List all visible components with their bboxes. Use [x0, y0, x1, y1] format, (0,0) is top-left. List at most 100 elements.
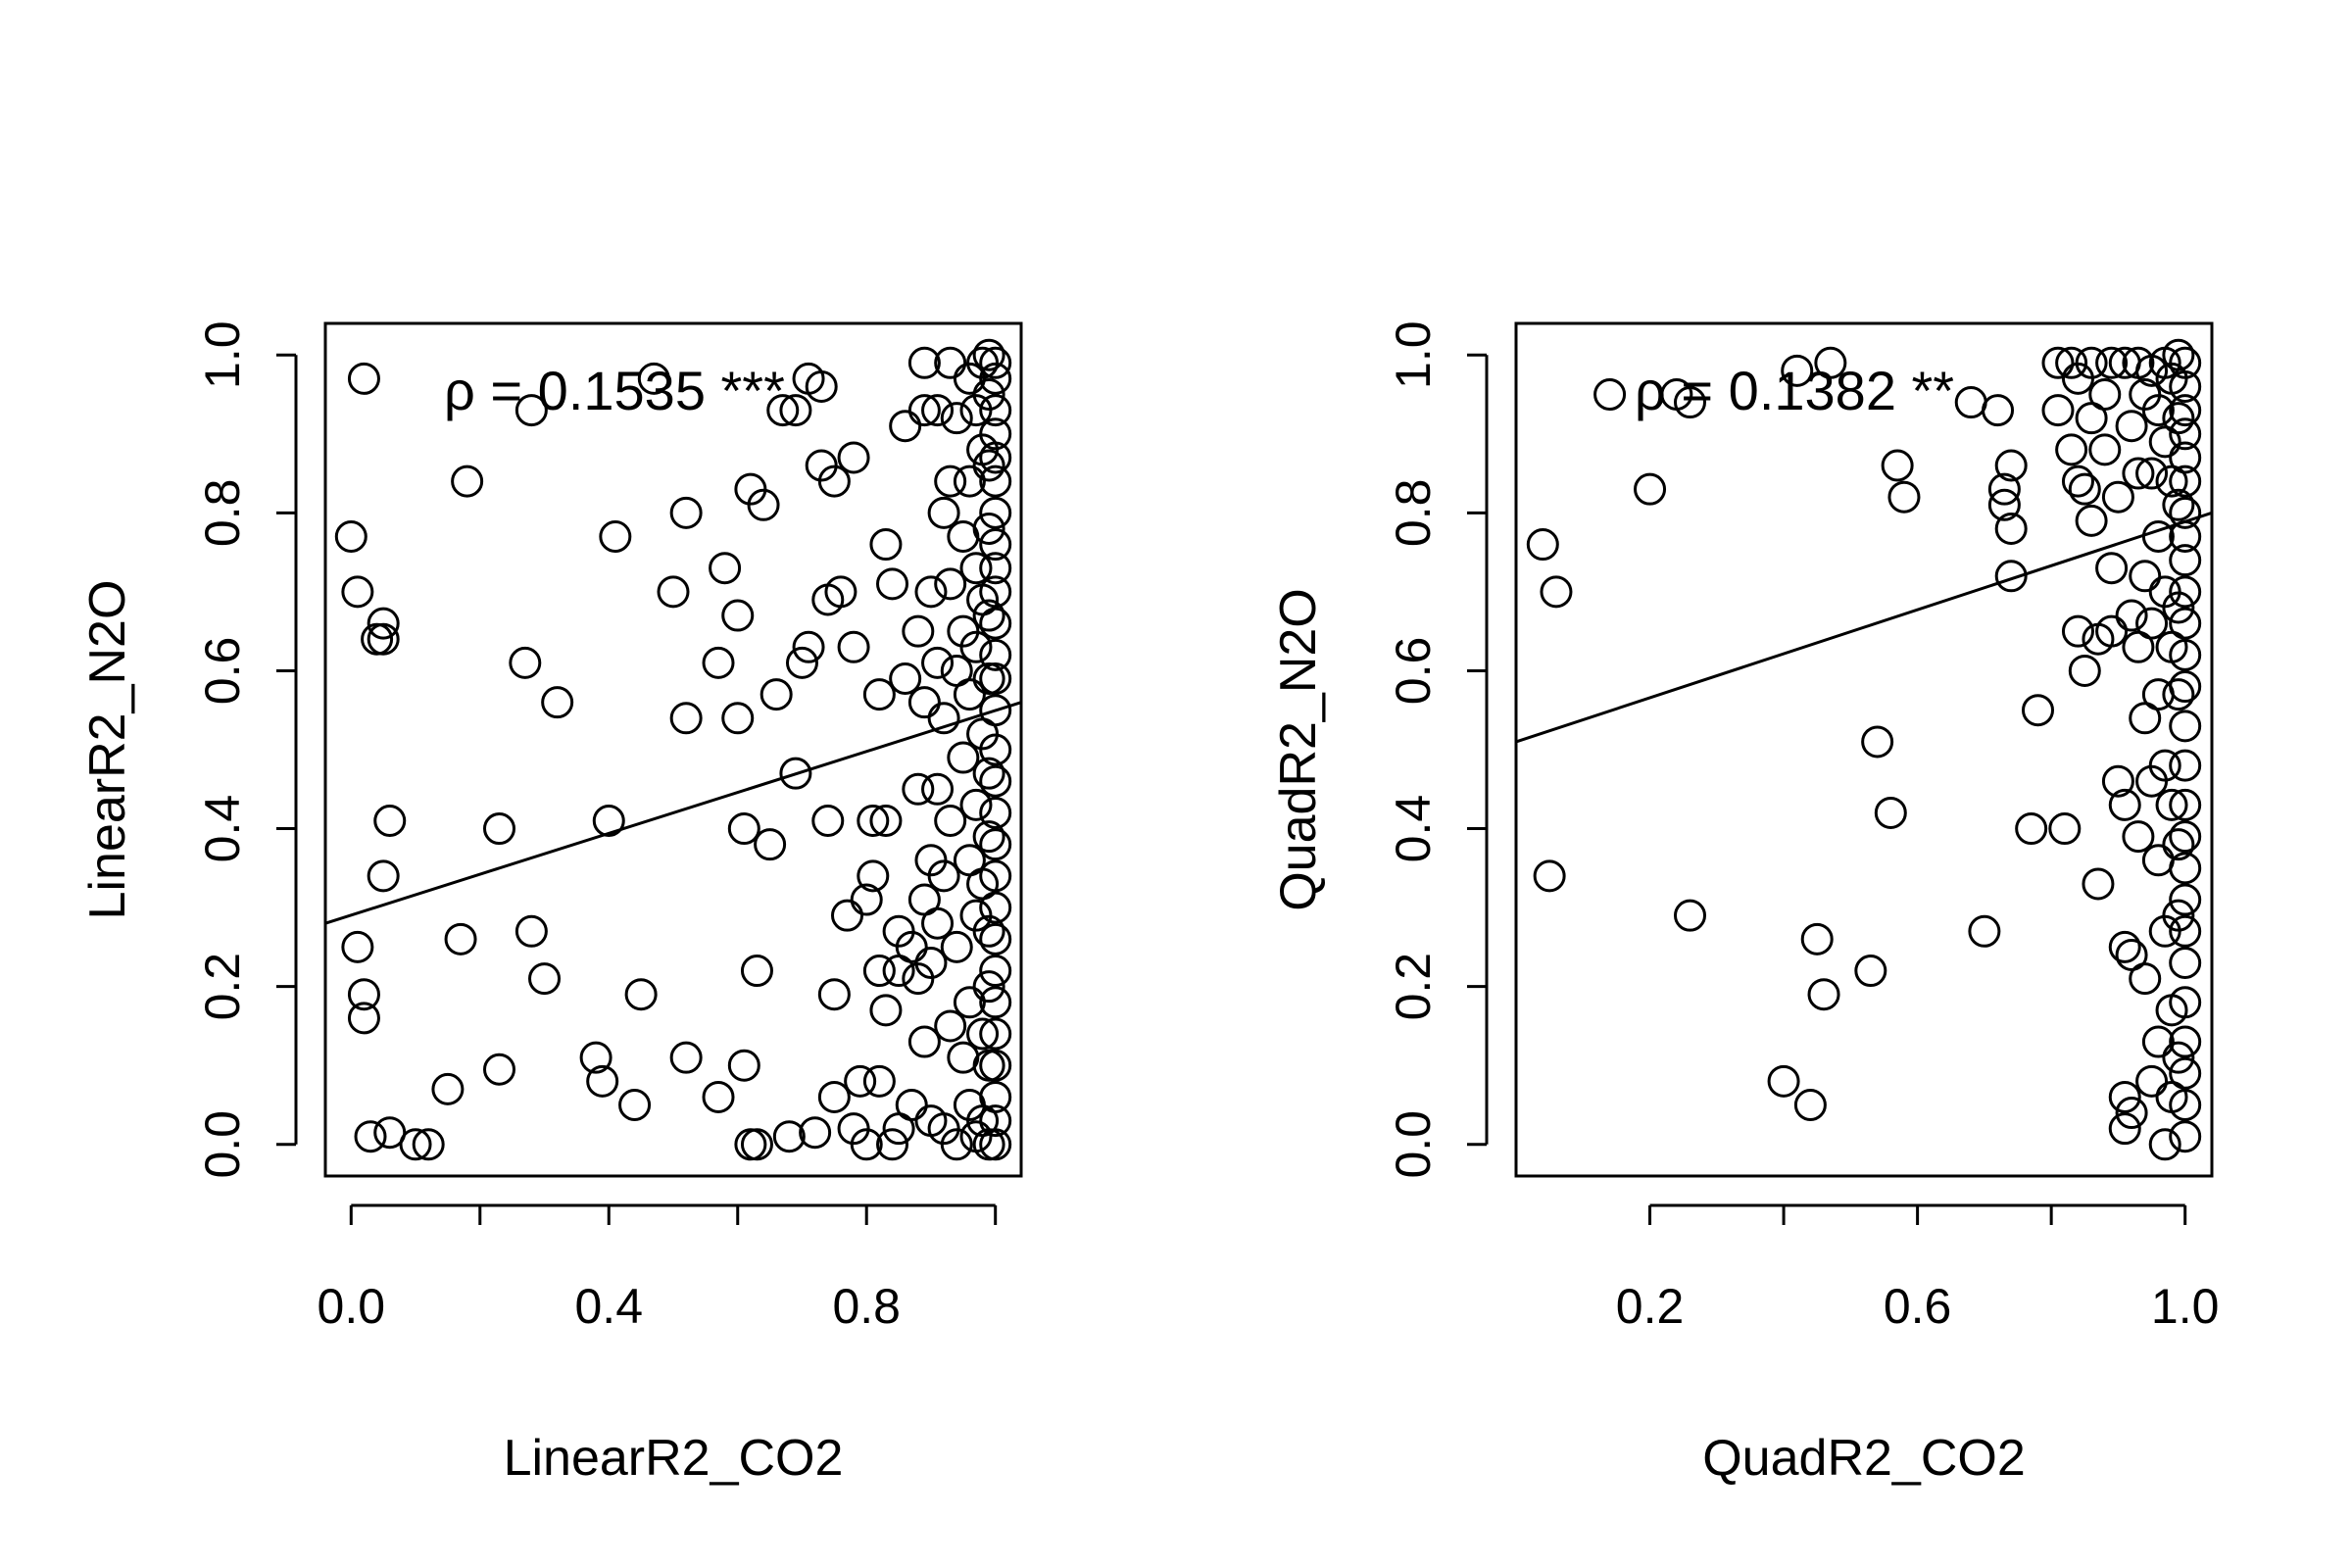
data-point	[618, 1089, 652, 1121]
data-point	[2169, 1056, 2202, 1090]
data-point	[2108, 1112, 2141, 1146]
y-tick-label: 1.0	[1386, 320, 1441, 389]
data-point	[2148, 1128, 2181, 1161]
data-point	[972, 512, 1005, 545]
data-point	[940, 930, 973, 963]
data-point	[921, 394, 955, 427]
y-tick-label: 0.0	[1386, 1110, 1441, 1179]
data-point	[966, 1017, 1000, 1051]
x-tick-label: 0.4	[575, 1279, 644, 1334]
data-point	[2129, 560, 2162, 593]
data-point	[979, 346, 1012, 379]
data-point	[1634, 472, 1667, 506]
data-point	[844, 1064, 877, 1098]
data-point	[2068, 472, 2101, 506]
data-point	[2101, 764, 2134, 798]
data-point	[2169, 544, 2202, 577]
data-point	[927, 702, 960, 735]
x-axis-label: QuadR2_CO2	[1702, 1430, 2026, 1487]
data-point	[934, 805, 967, 837]
data-point	[876, 567, 909, 601]
data-point	[934, 567, 967, 601]
data-point	[811, 805, 845, 837]
data-point	[979, 891, 1012, 924]
regression-line	[1515, 511, 2213, 744]
data-point	[702, 646, 735, 679]
data-point	[979, 1017, 1012, 1051]
data-point	[2041, 394, 2075, 427]
data-point	[399, 1128, 432, 1161]
data-point	[747, 488, 780, 521]
data-point	[2162, 828, 2195, 861]
data-point	[907, 394, 941, 427]
data-point	[669, 702, 703, 735]
y-tick-label: 0.6	[1386, 637, 1441, 706]
data-point	[2141, 520, 2175, 553]
data-point	[979, 417, 1012, 451]
data-point	[979, 575, 1012, 609]
data-point	[1593, 378, 1627, 411]
data-point	[972, 599, 1005, 632]
data-point	[889, 410, 922, 443]
data-point	[624, 978, 658, 1011]
data-point	[451, 465, 484, 498]
data-point	[1526, 528, 1559, 562]
data-point	[341, 930, 374, 963]
data-point	[934, 465, 967, 498]
data-point	[914, 947, 948, 979]
data-point	[972, 914, 1005, 948]
data-point	[760, 678, 793, 711]
data-point	[979, 662, 1012, 695]
data-point	[721, 599, 755, 632]
data-point	[347, 978, 380, 1011]
data-point	[1881, 449, 1914, 482]
data-point	[1887, 480, 1921, 514]
data-point	[334, 520, 368, 553]
data-point	[367, 859, 400, 893]
data-point	[979, 828, 1012, 861]
data-point	[979, 441, 1012, 474]
data-point	[914, 575, 948, 609]
data-point	[1954, 386, 1987, 419]
data-point	[727, 812, 760, 846]
data-point	[1767, 1064, 1800, 1098]
x-tick-label: 1.0	[2151, 1279, 2220, 1334]
data-point	[979, 764, 1012, 798]
data-point	[953, 986, 986, 1019]
data-point	[1800, 922, 1834, 956]
data-point	[934, 1009, 967, 1043]
data-point	[779, 394, 812, 427]
data-point	[979, 552, 1012, 585]
data-point	[972, 757, 1005, 790]
data-point	[2169, 1120, 2202, 1153]
data-point	[940, 402, 973, 435]
x-tick-label: 0.8	[832, 1279, 901, 1334]
data-point	[805, 369, 838, 403]
data-point	[972, 1049, 1005, 1082]
data-point	[927, 859, 960, 893]
data-point	[2169, 607, 2202, 640]
data-point	[2162, 1041, 2195, 1074]
data-point	[2169, 670, 2202, 704]
data-point	[2169, 947, 2202, 979]
data-point	[709, 552, 742, 585]
data-point	[959, 552, 993, 585]
data-point	[341, 575, 374, 609]
data-point	[2015, 812, 2048, 846]
data-point	[972, 449, 1005, 482]
data-point	[347, 1002, 380, 1035]
y-tick-label: 0.8	[1386, 479, 1441, 548]
data-point	[2082, 867, 2115, 901]
data-point	[2148, 749, 2181, 782]
data-point	[947, 741, 980, 774]
data-point	[592, 805, 625, 837]
data-point	[702, 1080, 735, 1113]
data-point	[831, 899, 863, 932]
data-point	[979, 733, 1012, 766]
data-point	[902, 772, 935, 806]
data-point	[2169, 883, 2202, 916]
data-point	[934, 346, 967, 379]
data-point	[2141, 394, 2175, 427]
data-point	[792, 630, 825, 663]
right-scatter-panel: 0.2 0.6 1.0 0.0 0.2 0.4 0.6 0.8 1.0 QuadR2_CO2 Qua…	[1270, 320, 2219, 1487]
